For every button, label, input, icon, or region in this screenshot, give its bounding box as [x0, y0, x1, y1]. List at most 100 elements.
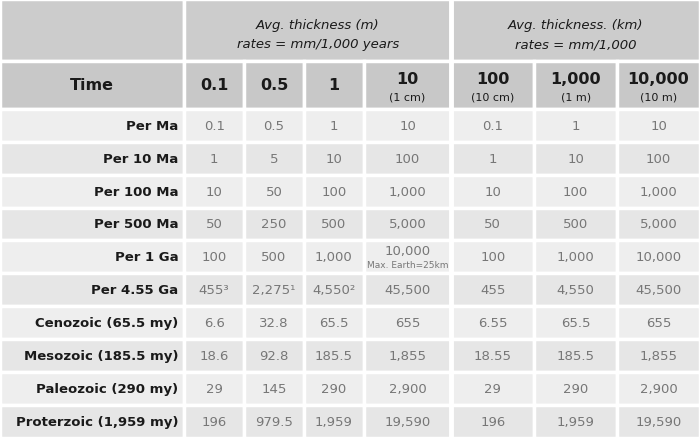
Bar — [0, 241, 184, 274]
Bar — [617, 372, 700, 405]
Bar — [184, 241, 244, 274]
Bar — [452, 142, 534, 175]
Text: 50: 50 — [265, 185, 283, 198]
Text: 10: 10 — [484, 185, 501, 198]
Bar — [617, 62, 700, 110]
Text: 2,275¹: 2,275¹ — [252, 284, 295, 297]
Text: 10: 10 — [567, 152, 584, 165]
Bar — [0, 142, 184, 175]
Text: 50: 50 — [206, 218, 223, 231]
Bar — [0, 405, 184, 438]
Text: 18.6: 18.6 — [199, 350, 229, 362]
Text: Per 4.55 Ga: Per 4.55 Ga — [91, 284, 178, 297]
Bar — [617, 307, 700, 339]
Bar — [534, 208, 617, 241]
Text: rates = mm/1,000: rates = mm/1,000 — [515, 38, 636, 51]
Bar — [364, 405, 452, 438]
Bar — [617, 241, 700, 274]
Bar — [364, 142, 452, 175]
Text: 0.5: 0.5 — [263, 120, 284, 132]
Text: Per 10 Ma: Per 10 Ma — [103, 152, 178, 165]
Text: 6.55: 6.55 — [478, 317, 508, 329]
Bar — [617, 208, 700, 241]
Bar — [184, 405, 244, 438]
Text: Proterzoic (1,959 my): Proterzoic (1,959 my) — [15, 415, 179, 428]
Bar — [452, 110, 534, 142]
Bar — [0, 372, 184, 405]
Bar — [364, 339, 452, 372]
Text: 10: 10 — [326, 152, 342, 165]
Bar — [184, 339, 244, 372]
Bar — [617, 339, 700, 372]
Text: 290: 290 — [563, 382, 588, 395]
Bar — [304, 241, 364, 274]
Text: rates = mm/1,000 years: rates = mm/1,000 years — [237, 38, 399, 51]
Text: Mesozoic (185.5 my): Mesozoic (185.5 my) — [24, 350, 178, 362]
Bar — [617, 274, 700, 307]
Text: 500: 500 — [261, 251, 286, 264]
Text: 19,590: 19,590 — [636, 415, 682, 428]
Bar — [364, 307, 452, 339]
Text: 5: 5 — [270, 152, 279, 165]
Bar — [617, 175, 700, 208]
Bar — [617, 110, 700, 142]
Text: 0.1: 0.1 — [482, 120, 503, 132]
Text: 196: 196 — [480, 415, 505, 428]
Bar — [304, 175, 364, 208]
Text: 1: 1 — [489, 152, 497, 165]
Text: Avg. thickness. (km): Avg. thickness. (km) — [508, 19, 643, 32]
Bar — [244, 274, 304, 307]
Bar — [0, 0, 184, 62]
Text: 455³: 455³ — [199, 284, 230, 297]
Bar — [244, 372, 304, 405]
Bar — [304, 274, 364, 307]
Bar — [364, 241, 452, 274]
Bar — [364, 372, 452, 405]
Text: 100: 100 — [646, 152, 671, 165]
Text: 10: 10 — [206, 185, 223, 198]
Bar — [244, 175, 304, 208]
Text: (1 cm): (1 cm) — [389, 92, 426, 102]
Bar — [244, 241, 304, 274]
Bar — [364, 208, 452, 241]
Text: 10: 10 — [399, 120, 416, 132]
Text: 455: 455 — [480, 284, 505, 297]
Text: 655: 655 — [395, 317, 420, 329]
Text: 250: 250 — [261, 218, 287, 231]
Bar — [364, 175, 452, 208]
Text: 100: 100 — [321, 185, 346, 198]
Text: 65.5: 65.5 — [561, 317, 590, 329]
Text: 10,000: 10,000 — [636, 251, 682, 264]
Bar — [0, 307, 184, 339]
Text: 100: 100 — [395, 152, 420, 165]
Bar — [534, 142, 617, 175]
Bar — [244, 339, 304, 372]
Bar — [244, 405, 304, 438]
Text: Time: Time — [70, 78, 114, 93]
Bar — [534, 307, 617, 339]
Text: 1,959: 1,959 — [556, 415, 594, 428]
Text: 19,590: 19,590 — [384, 415, 430, 428]
Text: Per 100 Ma: Per 100 Ma — [94, 185, 178, 198]
Text: (10 cm): (10 cm) — [471, 92, 514, 102]
Bar — [452, 405, 534, 438]
Bar — [364, 274, 452, 307]
Bar — [304, 339, 364, 372]
Bar — [617, 405, 700, 438]
Text: 1,855: 1,855 — [389, 350, 426, 362]
Bar — [452, 241, 534, 274]
Bar — [452, 307, 534, 339]
Bar — [534, 274, 617, 307]
Bar — [304, 110, 364, 142]
Bar — [184, 274, 244, 307]
Bar — [452, 372, 534, 405]
Bar — [244, 62, 304, 110]
Text: 4,550²: 4,550² — [312, 284, 356, 297]
Text: 100: 100 — [480, 251, 505, 264]
Bar — [184, 175, 244, 208]
Bar — [452, 0, 700, 62]
Text: 65.5: 65.5 — [319, 317, 349, 329]
Text: Per Ma: Per Ma — [126, 120, 178, 132]
Text: 185.5: 185.5 — [315, 350, 353, 362]
Bar — [534, 110, 617, 142]
